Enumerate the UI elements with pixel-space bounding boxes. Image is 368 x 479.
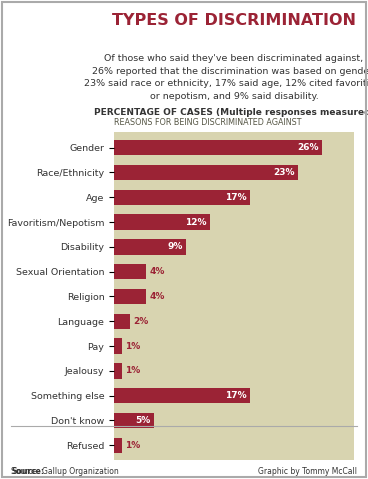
Bar: [114, 338, 122, 354]
Text: PERCENTAGE OF CASES (Multiple responses measured): PERCENTAGE OF CASES (Multiple responses …: [94, 108, 368, 117]
Text: 1%: 1%: [125, 441, 141, 450]
Text: 1%: 1%: [125, 366, 141, 376]
Text: 5%: 5%: [136, 416, 151, 425]
Text: Of those who said they've been discriminated against,
26% reported that the disc: Of those who said they've been discrimin…: [84, 54, 368, 101]
Text: 12%: 12%: [185, 217, 207, 227]
Text: Source: Gallup Organization: Source: Gallup Organization: [11, 467, 119, 476]
Text: REASONS FOR BEING DISCRIMINATED AGAINST: REASONS FOR BEING DISCRIMINATED AGAINST: [114, 118, 302, 126]
Bar: [114, 165, 298, 180]
Bar: [114, 413, 154, 428]
Text: 2%: 2%: [133, 317, 149, 326]
Bar: [114, 289, 146, 304]
Text: 4%: 4%: [149, 267, 165, 276]
Bar: [114, 437, 122, 453]
Text: 26%: 26%: [297, 143, 319, 152]
Text: Source:: Source:: [11, 467, 44, 476]
Text: Graphic by Tommy McCall: Graphic by Tommy McCall: [258, 467, 357, 476]
Bar: [114, 363, 122, 378]
Text: 4%: 4%: [149, 292, 165, 301]
Bar: [114, 314, 130, 329]
Bar: [114, 190, 250, 205]
Text: 1%: 1%: [125, 342, 141, 351]
Text: 17%: 17%: [225, 193, 247, 202]
Text: 17%: 17%: [225, 391, 247, 400]
Bar: [114, 264, 146, 279]
Text: TYPES OF DISCRIMINATION: TYPES OF DISCRIMINATION: [112, 13, 356, 28]
Bar: [114, 215, 210, 230]
Bar: [114, 140, 322, 155]
Text: 23%: 23%: [273, 168, 295, 177]
Bar: [114, 388, 250, 403]
Text: 9%: 9%: [167, 242, 183, 251]
Bar: [114, 239, 186, 254]
